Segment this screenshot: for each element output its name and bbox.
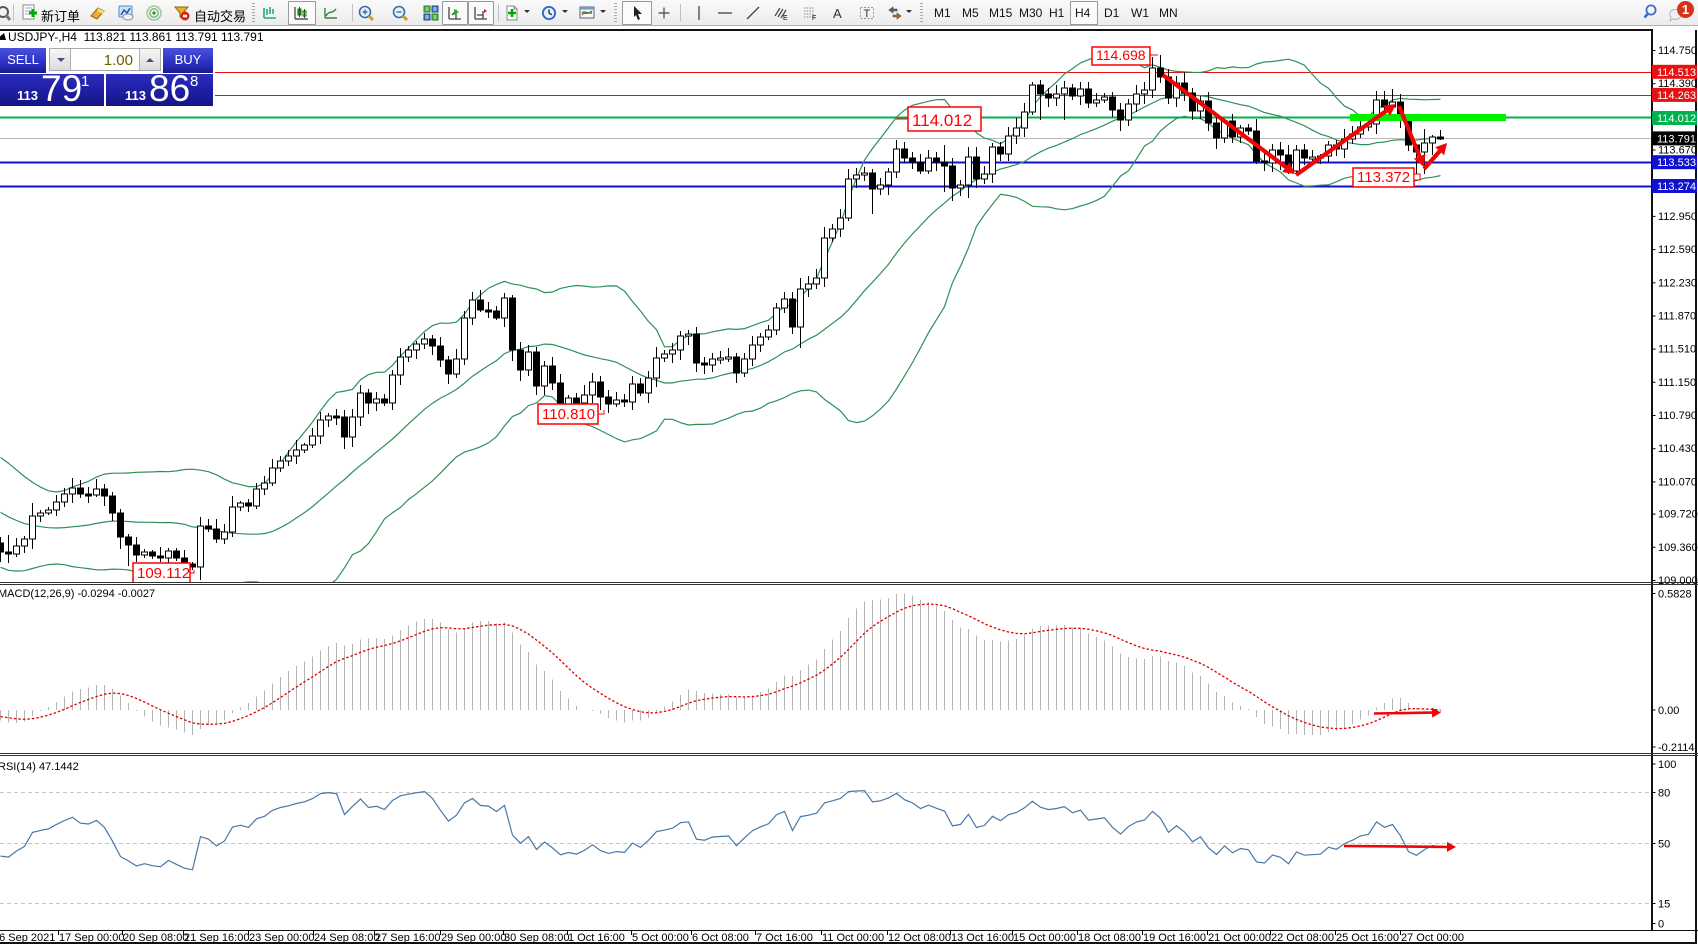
svg-text:21 Oct 00:00: 21 Oct 00:00 bbox=[1208, 932, 1271, 944]
svg-text:0.00: 0.00 bbox=[1658, 705, 1679, 717]
svg-text:24 Sep 08:00: 24 Sep 08:00 bbox=[314, 932, 379, 944]
svg-text:110.790: 110.790 bbox=[1658, 410, 1697, 422]
svg-text:112.590: 112.590 bbox=[1658, 244, 1697, 256]
svg-text:5 Oct 00:00: 5 Oct 00:00 bbox=[632, 932, 689, 944]
svg-text:109.112: 109.112 bbox=[137, 565, 190, 582]
svg-text:T: T bbox=[864, 8, 871, 20]
svg-text:109.720: 109.720 bbox=[1658, 509, 1698, 521]
svg-text:RSI(14) 47.1442: RSI(14) 47.1442 bbox=[0, 761, 79, 773]
svg-text:109.360: 109.360 bbox=[1658, 542, 1698, 554]
svg-text:112.230: 112.230 bbox=[1658, 277, 1697, 289]
svg-text:114.698: 114.698 bbox=[1096, 47, 1146, 63]
svg-text:113.533: 113.533 bbox=[1657, 157, 1696, 169]
svg-text:13 Oct 16:00: 13 Oct 16:00 bbox=[951, 932, 1014, 944]
svg-text:USDJPY-,H4 113.821 113.861 11: USDJPY-,H4 113.821 113.861 113.791 113.7… bbox=[8, 30, 264, 44]
svg-text:111.510: 111.510 bbox=[1658, 344, 1696, 356]
svg-text:29 Sep 00:00: 29 Sep 00:00 bbox=[441, 932, 506, 944]
svg-text:110.430: 110.430 bbox=[1658, 443, 1697, 455]
svg-text:114.012: 114.012 bbox=[912, 111, 972, 130]
svg-text:100: 100 bbox=[1658, 759, 1676, 771]
svg-text:25 Oct 16:00: 25 Oct 16:00 bbox=[1336, 932, 1399, 944]
svg-text:19 Oct 16:00: 19 Oct 16:00 bbox=[1143, 932, 1206, 944]
svg-text:111.150: 111.150 bbox=[1658, 377, 1696, 389]
svg-text:114.513: 114.513 bbox=[1657, 67, 1696, 79]
svg-text:113.274: 113.274 bbox=[1657, 181, 1696, 193]
svg-text:20 Sep 08:00: 20 Sep 08:00 bbox=[123, 932, 188, 944]
svg-text:111.870: 111.870 bbox=[1658, 311, 1696, 323]
svg-text:6 Oct 08:00: 6 Oct 08:00 bbox=[692, 932, 749, 944]
svg-text:1 Oct 16:00: 1 Oct 16:00 bbox=[568, 932, 625, 944]
svg-text:15: 15 bbox=[1658, 899, 1670, 911]
svg-text:110.070: 110.070 bbox=[1658, 476, 1697, 488]
svg-text:15 Oct 00:00: 15 Oct 00:00 bbox=[1013, 932, 1076, 944]
svg-text:7 Oct 16:00: 7 Oct 16:00 bbox=[756, 932, 813, 944]
svg-text:27 Oct 00:00: 27 Oct 00:00 bbox=[1401, 932, 1464, 944]
svg-text:-0.2114: -0.2114 bbox=[1658, 742, 1695, 754]
svg-text:109.000: 109.000 bbox=[1658, 575, 1698, 587]
svg-text:17 Sep 00:00: 17 Sep 00:00 bbox=[59, 932, 124, 944]
svg-text:23 Sep 00:00: 23 Sep 00:00 bbox=[249, 932, 314, 944]
svg-text:22 Oct 08:00: 22 Oct 08:00 bbox=[1271, 932, 1334, 944]
svg-text:113.791: 113.791 bbox=[1657, 133, 1696, 145]
svg-text:112.950: 112.950 bbox=[1658, 211, 1697, 223]
svg-text:0.5828: 0.5828 bbox=[1658, 589, 1692, 601]
svg-text:A: A bbox=[833, 6, 842, 21]
svg-text:21 Sep 16:00: 21 Sep 16:00 bbox=[184, 932, 249, 944]
svg-text:80: 80 bbox=[1658, 788, 1670, 800]
svg-text:12 Oct 08:00: 12 Oct 08:00 bbox=[888, 932, 951, 944]
svg-text:114.263: 114.263 bbox=[1657, 90, 1696, 102]
svg-text:114.012: 114.012 bbox=[1657, 113, 1696, 125]
svg-text:0: 0 bbox=[1658, 919, 1664, 931]
svg-text:113.372: 113.372 bbox=[1357, 169, 1410, 186]
svg-text:30 Sep 08:00: 30 Sep 08:00 bbox=[504, 932, 569, 944]
svg-text:27 Sep 16:00: 27 Sep 16:00 bbox=[375, 932, 440, 944]
svg-text:E: E bbox=[783, 15, 788, 22]
svg-text:F: F bbox=[812, 15, 816, 22]
svg-text:MACD(12,26,9) -0.0294 -0.0027: MACD(12,26,9) -0.0294 -0.0027 bbox=[0, 588, 155, 600]
svg-text:114.390: 114.390 bbox=[1658, 78, 1697, 90]
svg-text:16 Sep 2021: 16 Sep 2021 bbox=[0, 932, 55, 944]
svg-text:50: 50 bbox=[1658, 839, 1670, 851]
svg-text:11 Oct 00:00: 11 Oct 00:00 bbox=[822, 932, 884, 944]
svg-text:114.750: 114.750 bbox=[1658, 45, 1697, 57]
svg-text:110.810: 110.810 bbox=[542, 406, 595, 423]
svg-text:113.670: 113.670 bbox=[1658, 145, 1697, 157]
svg-text:18 Oct 08:00: 18 Oct 08:00 bbox=[1078, 932, 1141, 944]
